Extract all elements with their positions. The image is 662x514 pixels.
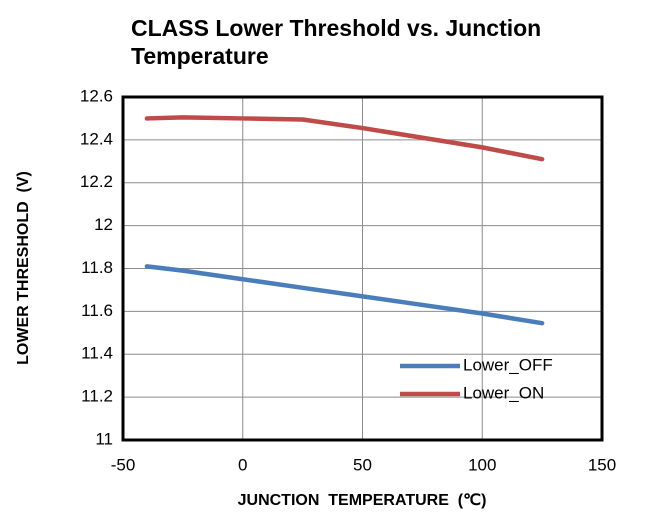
chart-title: CLASS Lower Threshold vs. Junction Tempe… xyxy=(131,15,542,69)
x-tick-label: 150 xyxy=(588,455,616,474)
x-tick-label: 50 xyxy=(353,455,372,474)
y-tick-label: 12.6 xyxy=(80,86,113,105)
x-tick-label: 100 xyxy=(468,455,496,474)
x-tick-label: -50 xyxy=(111,455,136,474)
y-tick-label: 11 xyxy=(95,429,113,448)
y-tick-label: 12.4 xyxy=(80,129,113,148)
series-line xyxy=(144,264,545,326)
y-tick-label: 11.2 xyxy=(81,387,113,406)
plot-border xyxy=(121,95,604,442)
y-tick-label: 11.6 xyxy=(81,301,113,320)
x-tick-label: 0 xyxy=(238,455,247,474)
y-axis-label: LOWER THRESHOLD (V) xyxy=(15,171,32,365)
y-tick-label: 12 xyxy=(94,215,113,234)
x-axis-label: JUNCTION TEMPERATURE (℃) xyxy=(238,492,487,509)
y-tick-label: 12.2 xyxy=(80,172,113,191)
y-tick-label: 11.4 xyxy=(81,344,113,363)
legend-label: Lower_ON xyxy=(463,383,544,402)
y-tick-label: 11.8 xyxy=(81,258,113,277)
series-line xyxy=(144,115,545,162)
legend-label: Lower_OFF xyxy=(463,355,553,374)
